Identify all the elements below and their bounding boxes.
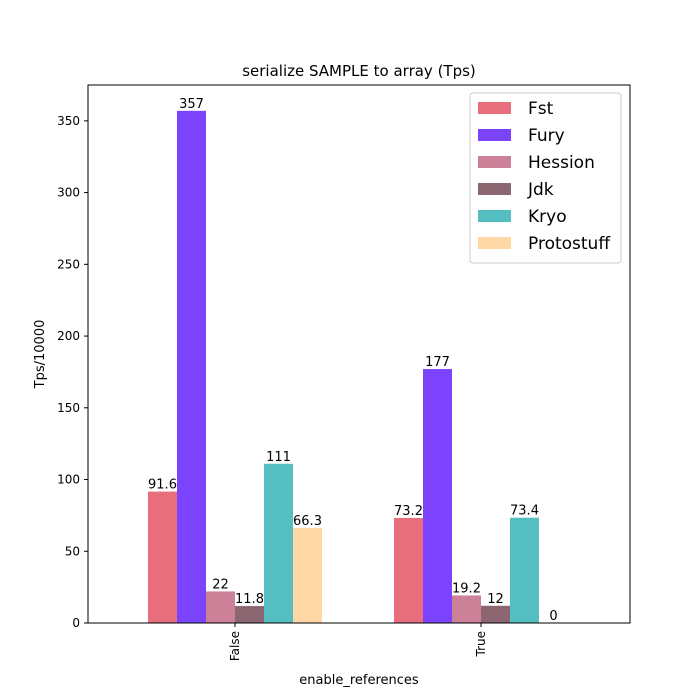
chart-title: serialize SAMPLE to array (Tps) bbox=[242, 62, 476, 80]
y-tick-label: 150 bbox=[57, 401, 80, 415]
y-tick-label: 100 bbox=[57, 473, 80, 487]
y-tick-label: 300 bbox=[57, 186, 80, 200]
bar-kryo-true bbox=[510, 517, 539, 623]
bar-value-label: 73.4 bbox=[510, 504, 539, 519]
bar-hession-true bbox=[452, 595, 481, 623]
legend-swatch-jdk bbox=[478, 183, 511, 195]
legend-swatch-fst bbox=[478, 102, 511, 114]
legend-swatch-kryo bbox=[478, 210, 511, 222]
bar-protostuff-false bbox=[293, 527, 322, 623]
y-tick-label: 350 bbox=[57, 114, 80, 128]
bar-fst-true bbox=[394, 517, 423, 623]
bar-jdk-true bbox=[481, 605, 510, 623]
bar-value-label: 0 bbox=[549, 609, 557, 624]
y-axis: 0 50 100 150 200 250 300 350 bbox=[57, 114, 88, 630]
bar-value-label: 66.3 bbox=[293, 514, 322, 529]
bar-kryo-false bbox=[264, 463, 293, 623]
legend-swatch-fury bbox=[478, 129, 511, 141]
y-tick-label: 200 bbox=[57, 329, 80, 343]
x-axis: False True bbox=[228, 623, 488, 661]
legend-label-fst: Fst bbox=[528, 99, 554, 119]
bar-hession-false bbox=[206, 591, 235, 623]
legend-label-protostuff: Protostuff bbox=[528, 234, 611, 254]
bar-value-label: 357 bbox=[179, 97, 204, 112]
bars-group bbox=[148, 110, 539, 624]
y-tick-label: 0 bbox=[72, 616, 80, 630]
y-axis-label: Tps/10000 bbox=[33, 320, 48, 390]
bar-labels-group: 91.6 357 22 11.8 111 66.3 73.2 177 19.2 12 73.4 0 bbox=[148, 97, 558, 624]
y-tick-label: 50 bbox=[65, 544, 80, 558]
bar-jdk-false bbox=[235, 606, 264, 623]
legend: Fst Fury Hession Jdk Kryo Protostuff bbox=[469, 92, 622, 264]
bar-value-label: 73.2 bbox=[394, 504, 423, 519]
x-tick-label-false: False bbox=[228, 631, 242, 661]
bar-fury-false bbox=[177, 110, 206, 624]
legend-label-hession: Hession bbox=[528, 153, 595, 173]
y-tick-label: 250 bbox=[57, 257, 80, 271]
plot-frame bbox=[87, 84, 631, 624]
bar-fury-true bbox=[423, 369, 452, 623]
bar-value-label: 11.8 bbox=[235, 592, 264, 607]
legend-label-kryo: Kryo bbox=[528, 207, 567, 227]
bar-value-label: 22 bbox=[212, 577, 229, 592]
bar-value-label: 19.2 bbox=[452, 581, 481, 596]
bar-value-label: 12 bbox=[487, 592, 504, 607]
bar-value-label: 111 bbox=[266, 450, 291, 465]
legend-swatch-protostuff bbox=[478, 237, 511, 249]
legend-swatch-hession bbox=[478, 156, 511, 168]
x-tick-label-true: True bbox=[474, 631, 488, 658]
legend-label-fury: Fury bbox=[528, 126, 565, 146]
bar-value-label: 177 bbox=[425, 355, 450, 370]
legend-label-jdk: Jdk bbox=[527, 180, 554, 200]
x-axis-label: enable_references bbox=[299, 673, 419, 688]
bar-value-label: 91.6 bbox=[148, 478, 177, 493]
bar-fst-false bbox=[148, 491, 177, 623]
